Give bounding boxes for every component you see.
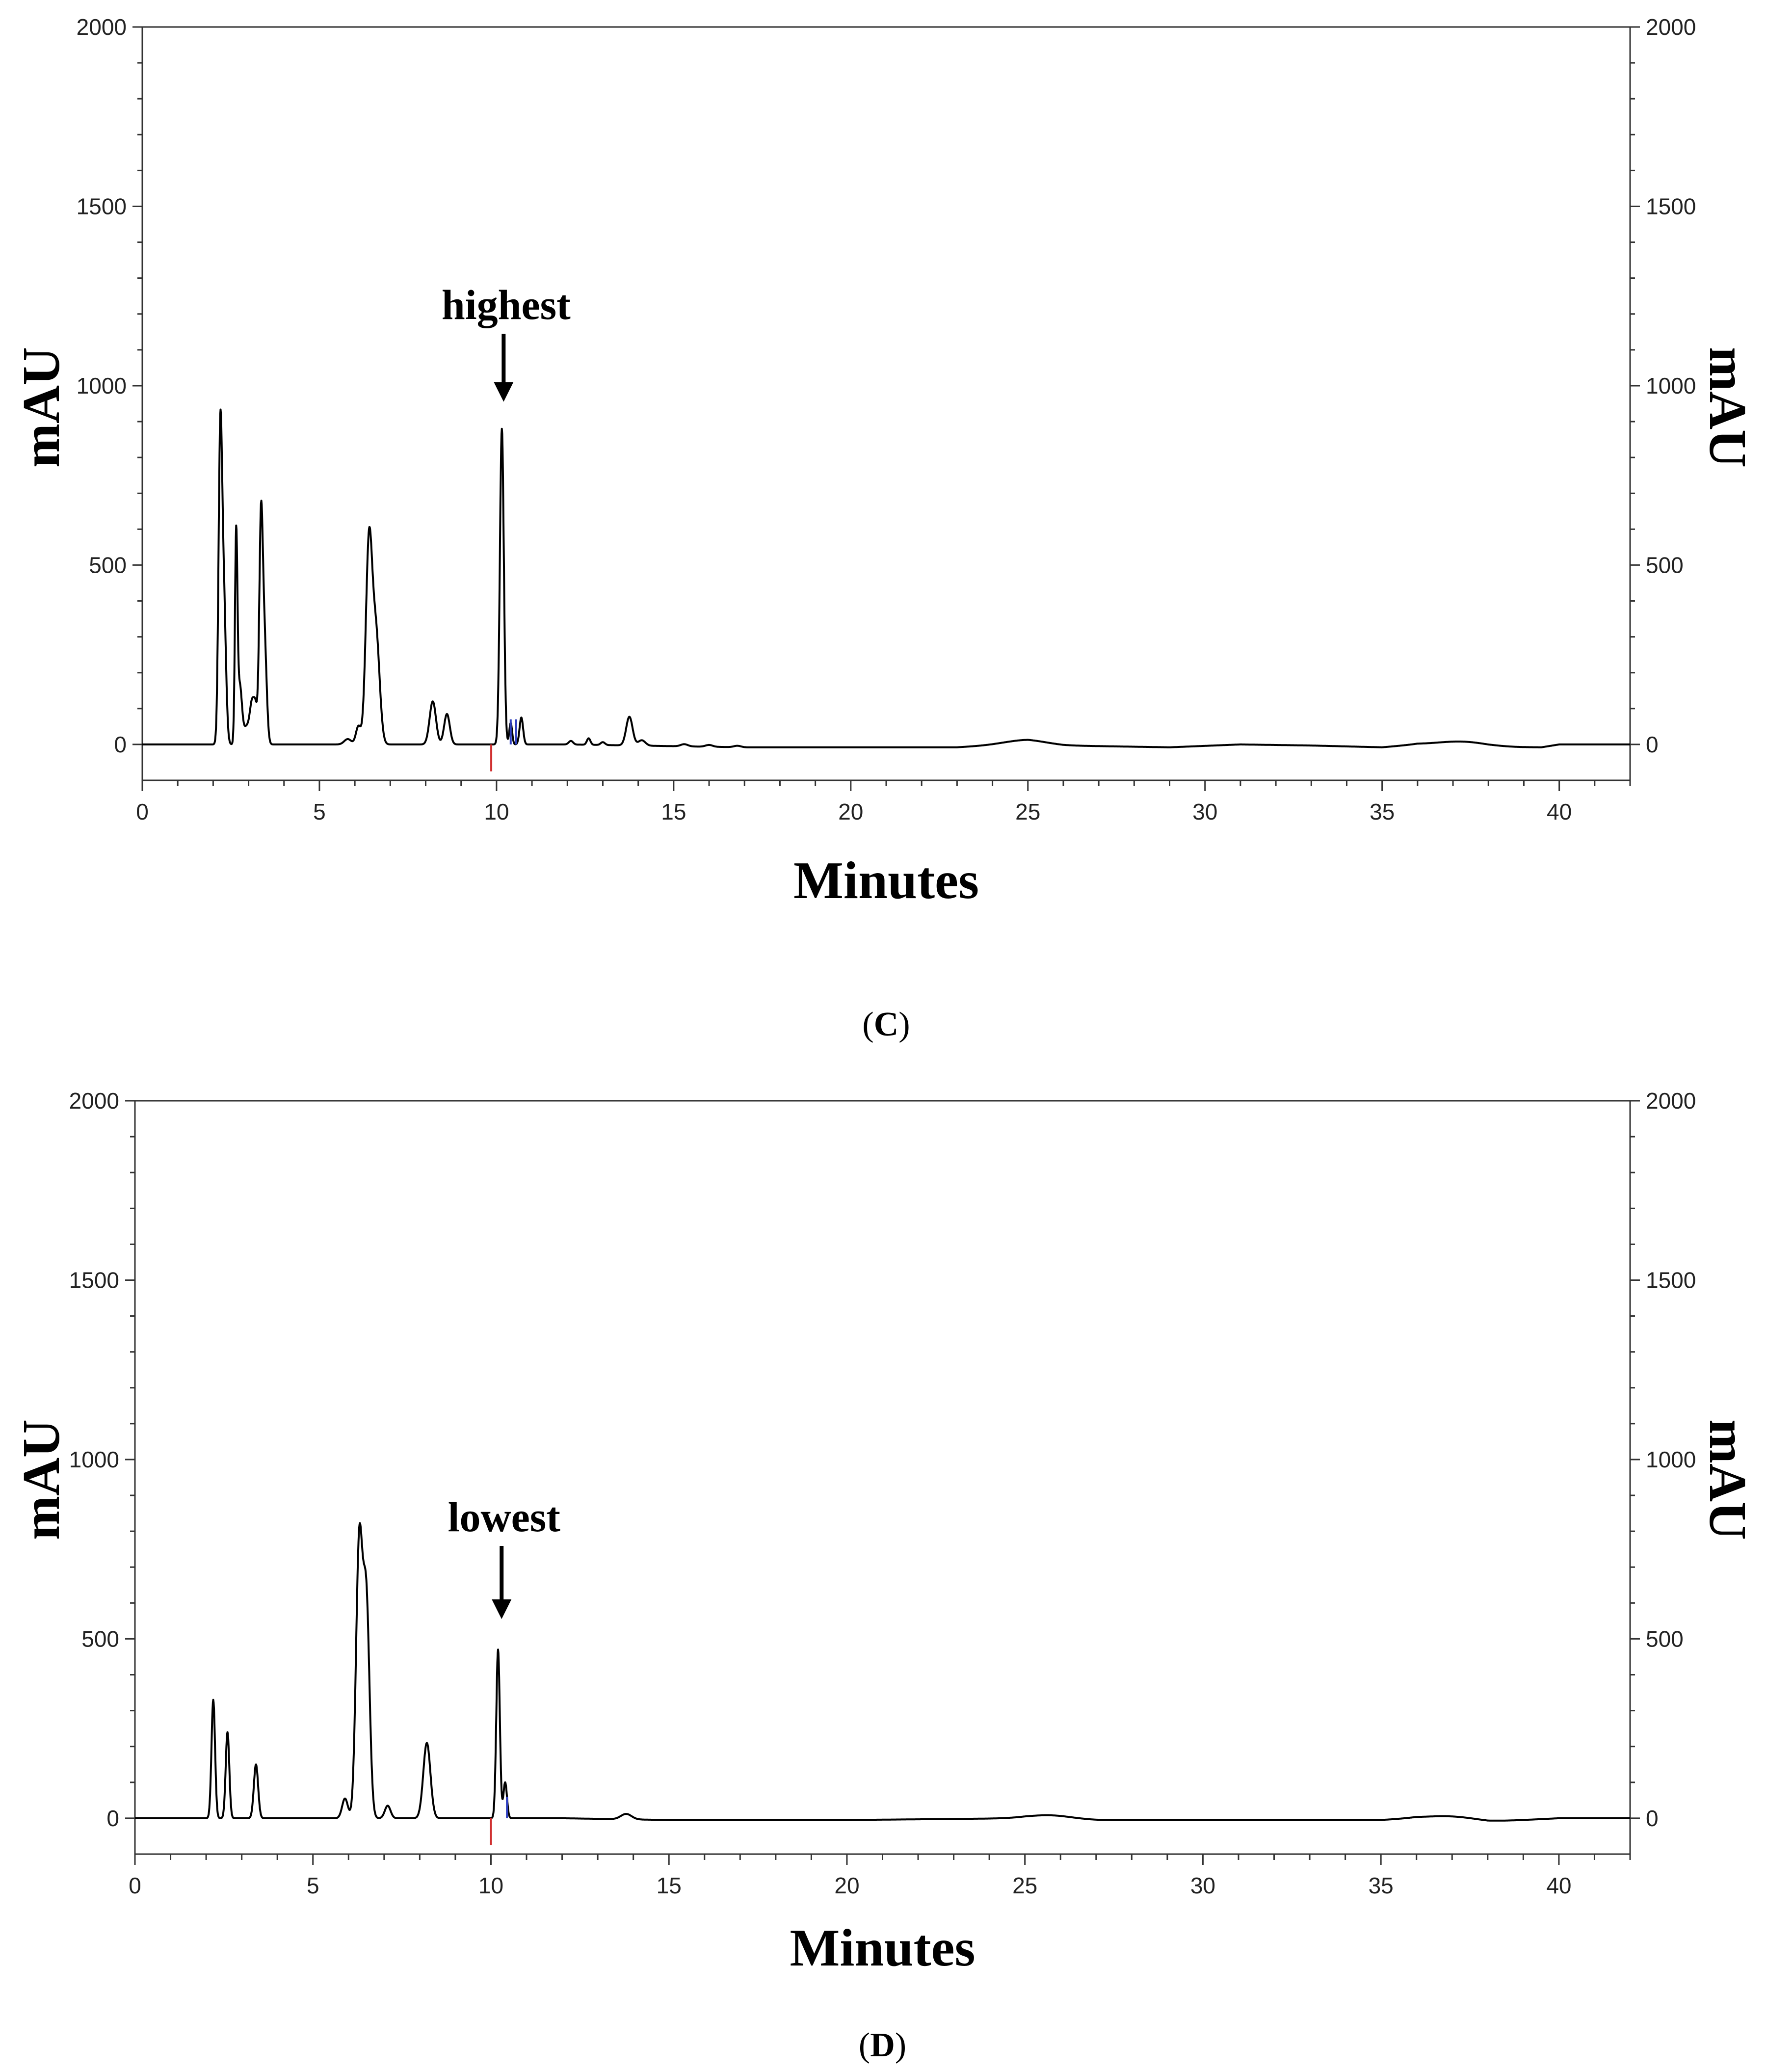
x-tick-label: 35 [1369, 1873, 1394, 1898]
y-tick-label-right: 2000 [1646, 1088, 1696, 1114]
x-tick-label: 30 [1192, 799, 1217, 824]
chromatogram-series-line [141, 408, 1631, 748]
panel-label-open-paren: ( [859, 2026, 870, 2064]
y-tick-label-right: 500 [1646, 1626, 1684, 1651]
y-axis-title-left: mAU [12, 347, 71, 468]
x-tick-label: 30 [1190, 1873, 1215, 1898]
panel-label-close-paren: ) [898, 1006, 910, 1043]
y-tick-label-left: 1500 [69, 1267, 119, 1293]
panel-label: (D) [859, 2026, 906, 2064]
y-tick-label-right: 2000 [1646, 14, 1696, 40]
y-tick-label-left: 2000 [77, 14, 127, 40]
panel-label-letter: C [874, 1006, 899, 1043]
x-tick-label: 20 [834, 1873, 859, 1898]
x-tick-label: 20 [838, 799, 863, 824]
x-tick-label: 10 [478, 1873, 503, 1898]
y-tick-label-right: 1500 [1646, 193, 1696, 219]
panel-label-letter: D [870, 2026, 895, 2064]
x-tick-label: 0 [136, 799, 149, 824]
annotation-arrow-head [492, 1599, 512, 1620]
annotation-label: highest [442, 281, 571, 328]
y-tick-label-right: 1000 [1646, 373, 1696, 398]
y-tick-label-right: 0 [1646, 1806, 1659, 1831]
x-tick-label: 0 [129, 1873, 141, 1898]
y-axis-title-right: mAU [1698, 1419, 1757, 1540]
x-axis-title: Minutes [793, 851, 979, 910]
y-tick-label-left: 1500 [77, 193, 127, 219]
chart-panel-d: 0 5 10 15 20 25 30 35 40 0 0 500 500 1000 1000 1500 1500… [12, 1088, 1757, 2064]
chromatogram-series-line [134, 1522, 1631, 1822]
y-tick-label-left: 500 [81, 1626, 119, 1651]
y-tick-label-right: 1500 [1646, 1267, 1696, 1293]
y-tick-label-right: 500 [1646, 552, 1684, 578]
panel-label: (C) [862, 1006, 910, 1043]
x-tick-label: 5 [307, 1873, 319, 1898]
annotation-arrow-head [494, 382, 514, 402]
x-tick-label: 40 [1546, 1873, 1571, 1898]
x-tick-label: 25 [1012, 1873, 1037, 1898]
x-tick-label: 35 [1370, 799, 1395, 824]
panel-label-close-paren: ) [895, 2026, 906, 2064]
x-tick-label: 25 [1015, 799, 1040, 824]
x-tick-label: 40 [1547, 799, 1572, 824]
y-tick-label-right: 0 [1646, 732, 1659, 757]
annotation-label: lowest [448, 1493, 561, 1541]
panel-label-open-paren: ( [862, 1006, 873, 1043]
y-axis-title-right: mAU [1698, 347, 1757, 468]
y-tick-label-right: 1000 [1646, 1447, 1696, 1472]
x-axis-title: Minutes [790, 1919, 976, 1977]
x-tick-label: 10 [484, 799, 509, 824]
y-tick-label-left: 1000 [77, 373, 127, 398]
y-tick-label-left: 0 [114, 732, 127, 757]
y-tick-label-left: 2000 [69, 1088, 119, 1114]
y-tick-label-left: 1000 [69, 1447, 119, 1472]
x-tick-label: 15 [657, 1873, 682, 1898]
y-tick-label-left: 500 [89, 552, 127, 578]
x-tick-label: 15 [661, 799, 686, 824]
chart-panel-c: 0 5 10 15 20 25 30 35 40 0 0 500 500 1000 1000 1500 1500… [12, 14, 1757, 1043]
y-tick-label-left: 0 [106, 1806, 119, 1831]
x-tick-label: 5 [313, 799, 326, 824]
y-axis-title-left: mAU [12, 1419, 71, 1540]
